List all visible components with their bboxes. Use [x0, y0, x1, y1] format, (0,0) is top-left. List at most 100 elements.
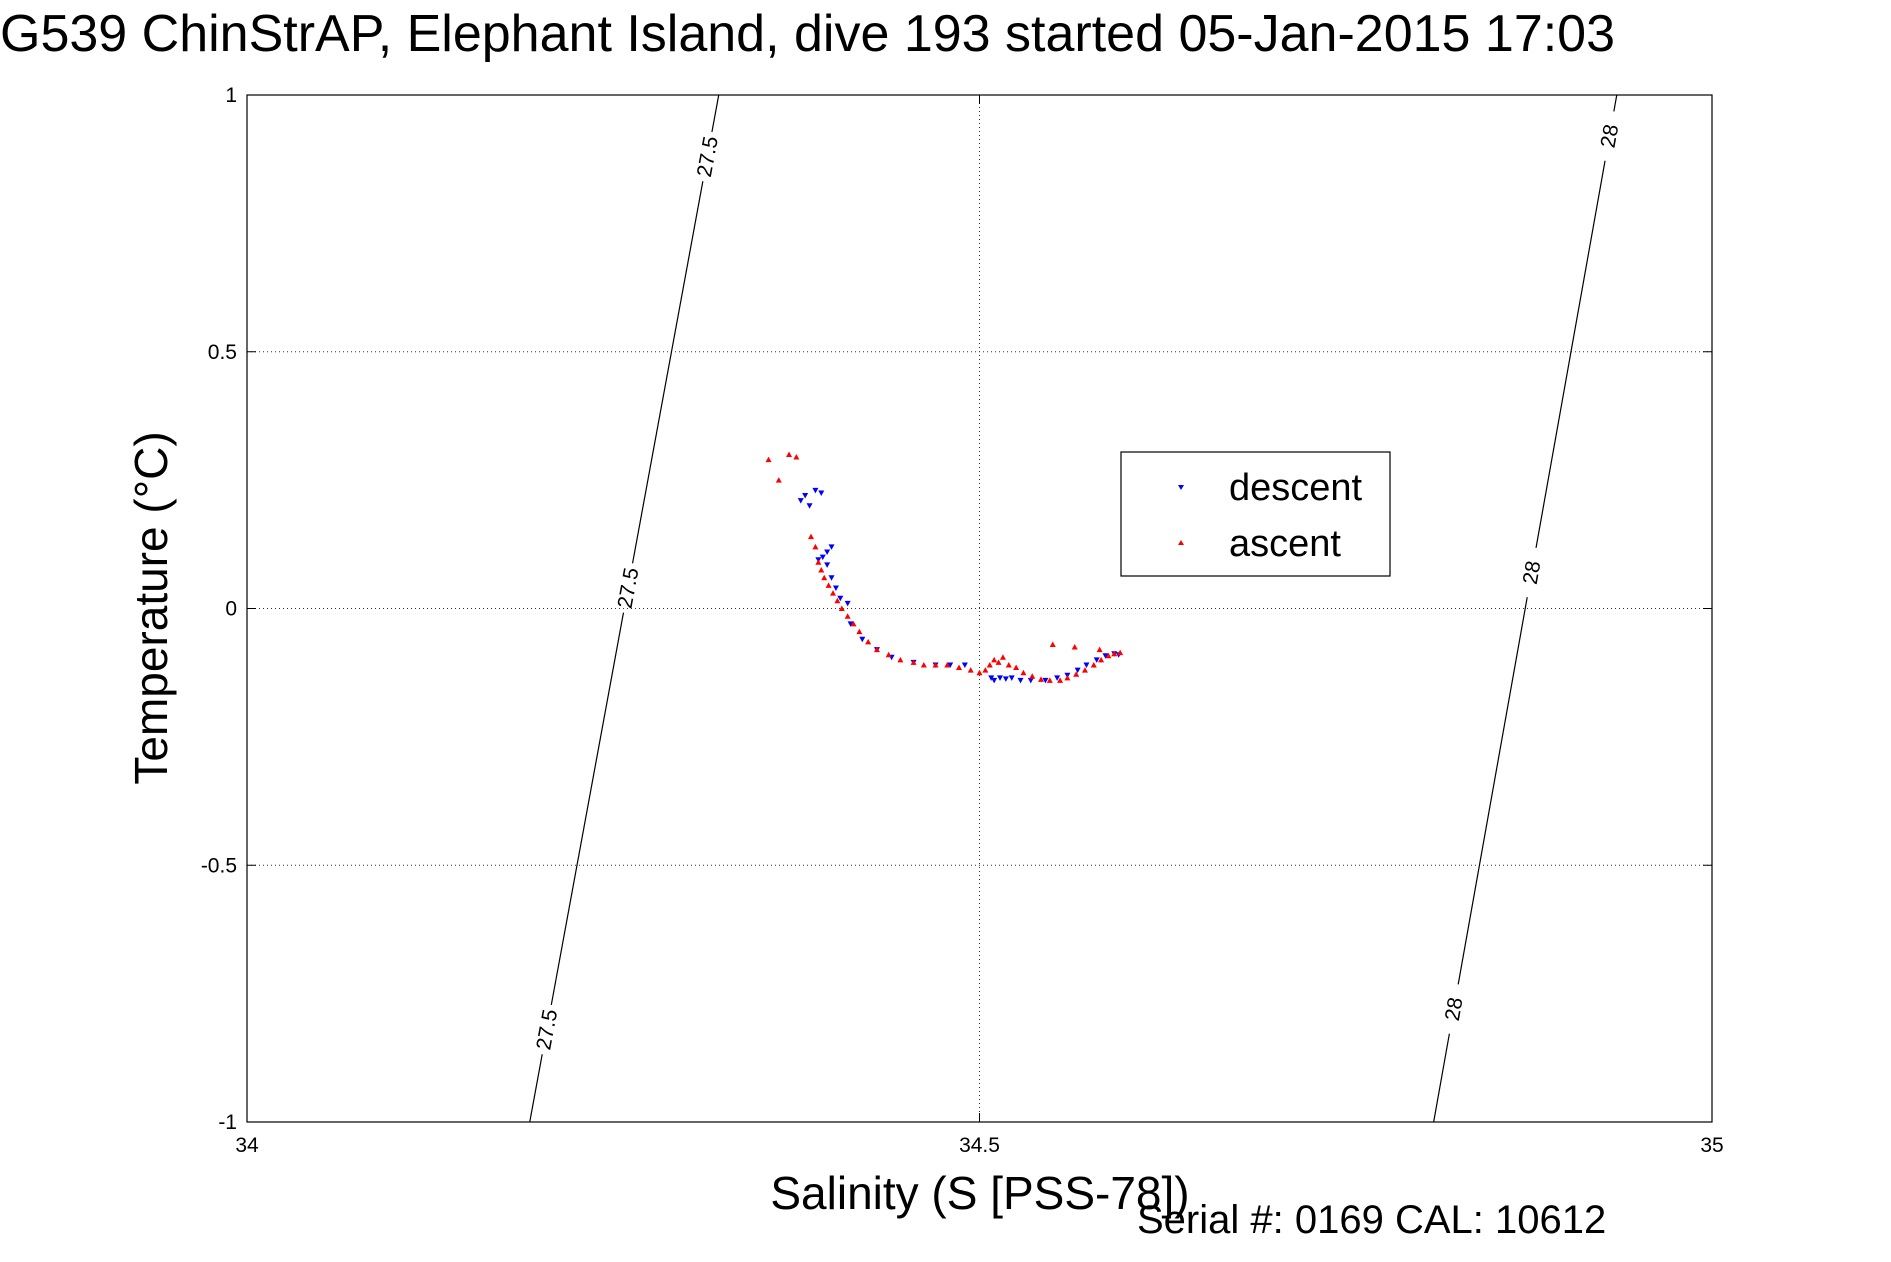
- data-point-descent: [812, 487, 819, 494]
- isopycnal-label: 27.5: [693, 135, 723, 179]
- data-point-ascent: [856, 628, 863, 635]
- data-point-ascent: [1029, 673, 1036, 679]
- data-point-descent: [1017, 677, 1024, 684]
- y-tick-label: 1: [225, 84, 237, 107]
- data-point-ascent: [844, 613, 851, 619]
- data-point-descent: [859, 636, 866, 643]
- data-point-ascent: [1098, 656, 1105, 663]
- data-point-descent: [806, 503, 813, 509]
- data-point-ascent: [873, 646, 880, 653]
- data-point-ascent: [815, 559, 822, 565]
- data-point-descent: [947, 662, 954, 668]
- data-point-ascent: [850, 620, 857, 627]
- data-point-ascent: [986, 661, 993, 668]
- data-point-ascent: [920, 661, 927, 668]
- data-point-descent: [797, 498, 804, 504]
- legend-label-descent: descent: [1229, 467, 1363, 509]
- data-point-descent: [844, 600, 851, 607]
- isopycnal-line: [550, 612, 625, 1006]
- data-point-ascent: [1105, 652, 1112, 659]
- data-point-descent: [828, 575, 835, 581]
- data-point-ascent: [808, 533, 815, 540]
- data-point-descent: [1008, 675, 1015, 681]
- isopycnal-label: 28: [1441, 996, 1468, 1023]
- x-axis-label: Salinity (S [PSS-78]): [770, 1167, 1189, 1219]
- data-point-ascent: [838, 605, 845, 611]
- isopycnal-line: [711, 94, 720, 133]
- data-point-ascent: [1096, 646, 1103, 653]
- data-point-descent: [1042, 677, 1049, 684]
- data-point-ascent: [976, 669, 983, 676]
- data-point-ascent: [1038, 676, 1045, 682]
- data-point-descent: [818, 490, 825, 496]
- data-point-ascent: [1081, 667, 1088, 673]
- chart-title: G539 ChinStrAP, Elephant Island, dive 19…: [0, 5, 1616, 63]
- data-point-descent: [1093, 657, 1100, 663]
- isopycnal-label: 27.5: [614, 566, 644, 610]
- data-point-ascent: [865, 638, 872, 645]
- isopycnal-line: [529, 1054, 543, 1123]
- legend-box: [1120, 451, 1391, 577]
- data-point-ascent: [793, 454, 800, 460]
- data-point-descent: [1074, 667, 1081, 674]
- data-point-descent: [802, 493, 809, 499]
- data-point-descent: [988, 675, 995, 681]
- y-tick-label: 0: [225, 598, 237, 621]
- data-point-ascent: [1111, 650, 1118, 657]
- isopycnal-label: 28: [1597, 123, 1624, 150]
- data-point-ascent: [1071, 644, 1078, 650]
- data-point-descent: [1027, 677, 1034, 684]
- x-tick-label: 34: [235, 1134, 259, 1157]
- isopycnal-line: [1433, 1033, 1450, 1123]
- legend: descent ascent: [1120, 451, 1391, 577]
- data-point-descent: [991, 677, 998, 684]
- data-point-ascent: [1049, 641, 1056, 647]
- data-point-descent: [819, 554, 826, 561]
- data-point-ascent: [818, 566, 825, 573]
- data-point-ascent: [1020, 669, 1027, 676]
- data-point-descent: [828, 544, 835, 550]
- data-point-ascent: [1073, 671, 1080, 677]
- serial-cal-note: Serial #: 0169 CAL: 10612: [1137, 1198, 1607, 1242]
- x-tick-label: 34.5: [959, 1134, 1000, 1157]
- isopycnal-line: [1613, 94, 1618, 112]
- data-point-ascent: [995, 659, 1002, 665]
- data-points: [765, 451, 1124, 684]
- isopycnal-line: [1535, 160, 1606, 549]
- data-point-ascent: [955, 664, 962, 671]
- data-point-descent: [1054, 675, 1061, 681]
- isopycnal-label: 28: [1519, 559, 1546, 586]
- data-point-ascent: [944, 661, 951, 668]
- data-point-ascent: [910, 659, 917, 665]
- data-point-descent: [832, 585, 839, 591]
- data-point-ascent: [1013, 664, 1020, 671]
- data-point-descent: [847, 621, 854, 627]
- x-tick-label: 35: [1700, 1134, 1723, 1157]
- data-point-ascent: [982, 667, 989, 673]
- isopycnal-label: 27.5: [532, 1007, 562, 1051]
- axis-ticks: 34 34.5 35 -1 -0.5 0 0.5 1: [201, 84, 1724, 1157]
- data-point-ascent: [825, 582, 832, 588]
- data-point-ascent: [1117, 649, 1124, 656]
- data-point-descent: [1102, 653, 1109, 659]
- data-point-ascent: [830, 590, 836, 596]
- legend-label-ascent: ascent: [1229, 523, 1341, 565]
- data-point-ascent: [897, 656, 904, 663]
- data-point-ascent: [1057, 677, 1064, 683]
- y-axis-label: Temperature (°C): [125, 431, 177, 784]
- data-point-ascent: [991, 656, 998, 663]
- data-point-ascent: [1005, 661, 1012, 668]
- data-point-ascent: [812, 543, 819, 550]
- data-point-descent: [1002, 676, 1009, 682]
- y-tick-label: -1: [218, 1111, 237, 1134]
- data-point-ascent: [821, 574, 828, 581]
- isopycnal-line: [1457, 597, 1528, 985]
- data-point-ascent: [1064, 674, 1071, 681]
- data-point-descent: [824, 549, 831, 556]
- data-point-descent: [1083, 662, 1090, 668]
- data-point-descent: [961, 662, 968, 668]
- data-point-ascent: [786, 451, 793, 457]
- y-tick-label: 0.5: [208, 341, 237, 364]
- data-point-ascent: [775, 477, 782, 483]
